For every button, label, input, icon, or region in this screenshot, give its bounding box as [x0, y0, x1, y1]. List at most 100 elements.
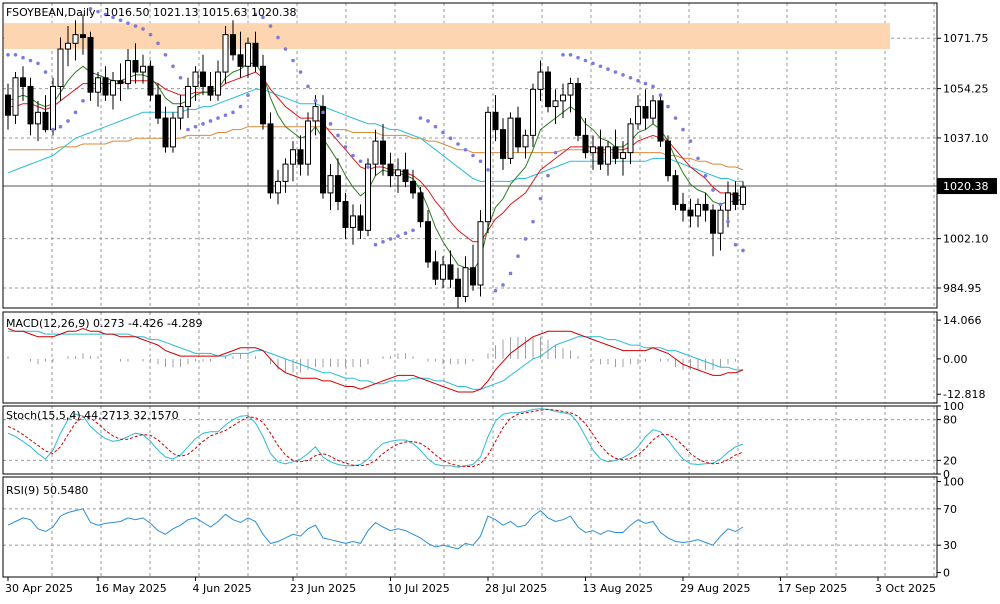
- bearish-candle: [732, 192, 739, 205]
- bearish-candle: [155, 94, 161, 119]
- current-price-box: [937, 178, 997, 195]
- bearish-candle: [42, 111, 49, 131]
- sar-dot: [186, 127, 190, 132]
- sar-dot: [178, 76, 183, 80]
- sar-dot: [268, 24, 273, 28]
- sar-dot: [111, 15, 115, 20]
- sar-dot: [253, 12, 258, 17]
- sar-dot: [486, 168, 490, 172]
- indicator-labels: FSOYBEAN,Daily 1016.50 1021.13 1015.63 1…: [6, 6, 296, 497]
- sar-dot: [366, 165, 370, 169]
- sar-dot: [276, 35, 280, 40]
- sar-dot: [336, 133, 340, 138]
- date-tick-label: 23 Jun 2025: [290, 582, 356, 595]
- bullish-candle: [170, 117, 176, 148]
- sar-dot: [531, 219, 535, 224]
- sar-dot: [283, 47, 288, 51]
- bearish-candle: [702, 203, 709, 211]
- sar-dot: [246, 93, 250, 97]
- sar-dot: [396, 234, 400, 238]
- bullish-candle: [350, 215, 356, 228]
- bullish-candle: [305, 120, 311, 165]
- bearish-candle: [447, 264, 454, 280]
- sar-dot: [223, 113, 228, 118]
- bullish-candle: [440, 264, 446, 280]
- bullish-candle: [110, 80, 116, 96]
- bullish-candle: [605, 146, 611, 165]
- sar-dot: [501, 283, 505, 287]
- sar-dot: [613, 70, 618, 74]
- bullish-candle: [290, 149, 296, 165]
- rsi-tick-label: 0: [943, 566, 950, 579]
- bullish-candle: [312, 106, 319, 122]
- sar-dot: [628, 76, 633, 80]
- sar-dot: [381, 240, 385, 244]
- sar-dot: [328, 122, 333, 126]
- date-tick-label: 29 Aug 2025: [680, 582, 750, 595]
- bullish-candle: [530, 88, 536, 136]
- sar-dot: [358, 159, 363, 164]
- sar-dot: [546, 173, 550, 178]
- grid-lines: [3, 3, 937, 577]
- sar-dot: [103, 12, 108, 17]
- bullish-candle: [185, 85, 191, 108]
- sar-dot: [636, 78, 640, 83]
- sar-dot: [703, 173, 708, 178]
- sar-dot: [36, 61, 40, 66]
- current-price-label: 1020.38: [943, 180, 989, 193]
- bullish-candle: [177, 106, 184, 119]
- date-tick-label: 16 May 2025: [95, 582, 167, 595]
- macd-tick-label: 0.00: [943, 353, 968, 366]
- sar-dot: [58, 124, 63, 129]
- bullish-candle: [522, 134, 529, 148]
- bearish-candle: [80, 34, 86, 39]
- bearish-candle: [672, 175, 679, 205]
- sar-dot: [321, 110, 325, 115]
- bearish-candle: [417, 192, 424, 223]
- sar-dot: [426, 119, 430, 123]
- price-tick-label: 1071.75: [943, 32, 989, 45]
- rsi-tick-label: 30: [943, 539, 957, 552]
- bullish-candle: [12, 77, 19, 116]
- sar-dot: [681, 127, 685, 132]
- bearish-candle: [237, 54, 244, 67]
- sar-dot: [261, 15, 265, 20]
- bearish-candle: [147, 65, 154, 96]
- bullish-candle: [57, 48, 64, 87]
- sar-dot: [351, 153, 355, 158]
- bearish-candle: [342, 201, 349, 228]
- bullish-candle: [477, 221, 484, 286]
- sar-dot: [606, 67, 610, 71]
- sar-dot: [456, 142, 460, 146]
- bullish-candle: [395, 169, 401, 177]
- bearish-candle: [492, 111, 499, 131]
- bearish-candle: [357, 215, 364, 231]
- macd-label: MACD(12,26,9) 0.273 -4.426 -4.289: [6, 317, 202, 330]
- bullish-candle: [695, 203, 701, 217]
- price-tick-label: 1037.10: [943, 132, 989, 145]
- bearish-candle: [612, 146, 619, 159]
- bearish-candle: [27, 85, 34, 125]
- bullish-candle: [245, 42, 251, 67]
- sar-dot: [156, 41, 160, 46]
- bearish-candle: [575, 83, 581, 136]
- sar-dot: [448, 136, 453, 141]
- axis-labels: 1071.75 1054.25 1037.10 1002.10 984.95 1020.3…: [5, 32, 997, 595]
- sar-dot: [411, 228, 415, 233]
- sar-dot: [418, 116, 423, 120]
- sar-dot: [6, 52, 10, 57]
- bearish-candle: [500, 129, 506, 159]
- sar-dot: [306, 84, 310, 89]
- date-tick-label: 13 Aug 2025: [583, 582, 653, 595]
- sar-dot: [313, 99, 318, 103]
- bullish-candle: [725, 192, 731, 211]
- sar-dot: [51, 127, 55, 132]
- bearish-candle: [102, 77, 109, 96]
- date-tick-label: 17 Sep 2025: [778, 582, 848, 595]
- sar-dot: [148, 32, 153, 37]
- sar-dot: [696, 156, 700, 161]
- sar-dot: [718, 202, 723, 207]
- stoch-tick-label: 100: [943, 400, 964, 413]
- sar-dot: [291, 58, 295, 63]
- sar-dot: [373, 242, 378, 247]
